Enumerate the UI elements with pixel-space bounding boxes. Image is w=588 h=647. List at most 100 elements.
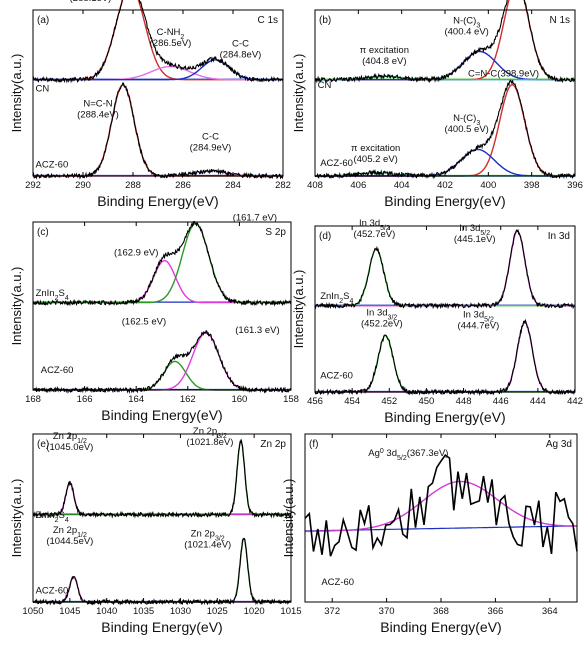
raw-spectrum: [32, 0, 284, 84]
x-tick-label: 166: [77, 394, 93, 405]
fit-peak-162.9: [33, 260, 291, 304]
peak-annotation: In 3d3/2: [366, 308, 397, 322]
panel-e: ZnIn2S4 ACZ-60 1050 1045 1040 1035 1030 1025 102…: [9, 426, 302, 635]
x-tick-label: 282: [275, 180, 291, 191]
peak-annotation: (1045.0eV): [46, 442, 93, 453]
peak-annotation: (288.1eV): [70, 0, 112, 4]
fit-peak-161.7: [33, 222, 291, 304]
peak-annotation: (284.8eV): [220, 50, 262, 61]
peak-annotation: (284.9eV): [190, 142, 232, 153]
x-tick-label: 402: [437, 180, 453, 191]
fit-peak-161.3: [33, 332, 291, 391]
peak-annotation: (452.7eV): [354, 229, 396, 240]
x-tick-label: 168: [25, 394, 41, 405]
x-tick-label: 286: [175, 180, 191, 191]
peak-annotation: (405.2 eV): [353, 154, 397, 165]
fit-peak-445.1: [315, 230, 575, 307]
x-tick-label: 454: [344, 396, 360, 407]
x-tick-label: 400: [480, 180, 496, 191]
peak-annotation: (161.3 eV): [235, 325, 279, 336]
peak-annotation: N-(C)3: [453, 113, 480, 127]
peak-annotation: (286.5eV): [150, 38, 192, 49]
peak-annotation: N-(C)3: [453, 15, 480, 29]
y-axis-label: Intensity(a.u.): [291, 54, 306, 133]
x-tick-label: 372: [324, 606, 340, 617]
x-tick-label: 1040: [96, 606, 117, 617]
raw-spectrum: [32, 329, 291, 395]
x-tick-label: 160: [231, 394, 247, 405]
peak-annotation: (445.1eV): [454, 234, 496, 245]
peak-annotation: N=C-N: [83, 98, 112, 109]
x-axis-label: Binding Energy(eV): [97, 193, 218, 209]
sample-label-4-1: ACZ-60: [36, 586, 69, 597]
panel-letter: (e): [37, 439, 49, 450]
panel-letter: (c): [37, 227, 49, 238]
peak-annotation: In 3d5/2: [359, 218, 390, 232]
peak-annotation: Zn 2p3/2: [191, 528, 225, 542]
x-tick-label: 288: [125, 180, 141, 191]
peak-annotation: Ag0 3d5/2(367.3eV): [368, 447, 448, 461]
x-tick-label: 404: [394, 180, 410, 191]
x-tick-label: 370: [379, 606, 395, 617]
sample-label-1-1: ACZ-60: [320, 158, 353, 169]
peak-annotation: π excitation: [351, 143, 400, 154]
x-tick-label: 366: [487, 606, 503, 617]
x-tick-label: 396: [567, 180, 583, 191]
sample-label-3-1: ACZ-60: [320, 371, 353, 382]
sample-label-1-0: CN: [318, 80, 332, 91]
peak-annotation: (162.5 eV): [122, 316, 166, 327]
x-axis-label: Binding Energy(eV): [380, 619, 501, 635]
sample-label-2-0: ZnIn2S4: [36, 288, 69, 302]
x-axis-label: Binding Energy(eV): [101, 407, 222, 423]
x-tick-label: 408: [307, 180, 323, 191]
peak-annotation: C-NH2: [157, 27, 185, 41]
fit-peak-367.3: [305, 480, 577, 533]
peak-annotation: C=N-C(398.9eV): [468, 68, 539, 79]
panel-title: N 1s: [549, 15, 570, 26]
plot-frame: [32, 433, 292, 603]
x-tick-label: 1045: [59, 606, 80, 617]
panel-letter: (b): [319, 15, 331, 26]
x-tick-label: 1035: [133, 606, 154, 617]
x-tick-label: 164: [128, 394, 144, 405]
peak-annotation: Zn 2p3/2: [193, 426, 227, 440]
y-axis-label: Intensity(a.u.): [9, 54, 24, 133]
x-tick-label: 284: [225, 180, 241, 191]
y-axis-label: Intensity(a.u.): [9, 267, 24, 346]
fit-peak-452.2: [315, 335, 575, 393]
x-tick-label: 162: [180, 394, 196, 405]
sample-label-2-1: ACZ-60: [41, 365, 74, 376]
panel-title: C 1s: [257, 15, 278, 26]
raw-spectrum: [314, 318, 576, 397]
panel-f: ACZ-60 372 370 368 366 364 Binding Energy(eV) I…: [281, 433, 578, 635]
raw-spectrum: [314, 228, 576, 310]
x-tick-label: 368: [433, 606, 449, 617]
panel-c: ZnIn2S4 ACZ-60 168 166 164 162 160 158 Binding E…: [9, 212, 299, 423]
peak-annotation: (1021.4eV): [184, 539, 231, 550]
peak-annotation: (161.7 eV): [233, 212, 277, 223]
x-axis-label: Binding Energy(eV): [384, 409, 505, 425]
sample-label-3-0: ZnIn2S4: [320, 291, 353, 305]
peak-annotation: (1044.5eV): [46, 536, 93, 547]
peak-annotation: (400.5 eV): [444, 124, 488, 135]
panel-letter: (f): [309, 439, 318, 450]
panel-title: In 3d: [548, 231, 570, 242]
x-tick-label: 450: [418, 396, 434, 407]
peak-annotation: In 3d5/2: [459, 223, 490, 237]
raw-spectrum: [32, 221, 292, 307]
peak-annotation: Zn 2p1/2: [53, 431, 87, 445]
y-axis-label: Intensity(a.u.): [281, 479, 296, 558]
x-tick-label: 290: [75, 180, 91, 191]
sample-label-0-1: ACZ-60: [36, 160, 69, 171]
x-tick-label: 364: [542, 606, 558, 617]
x-tick-label: 158: [283, 394, 299, 405]
fit-peak-444.7: [315, 321, 575, 393]
x-tick-label: 442: [567, 396, 583, 407]
peak-annotation: (400.4 eV): [444, 26, 488, 37]
peak-annotation: (162.9 eV): [114, 248, 158, 259]
x-tick-label: 1025: [207, 606, 228, 617]
panel-a: CN ACZ-60 292 290 288 286 284 282 Binding Energy…: [9, 0, 291, 209]
plot-frame: [314, 225, 576, 393]
x-tick-label: 444: [530, 396, 546, 407]
